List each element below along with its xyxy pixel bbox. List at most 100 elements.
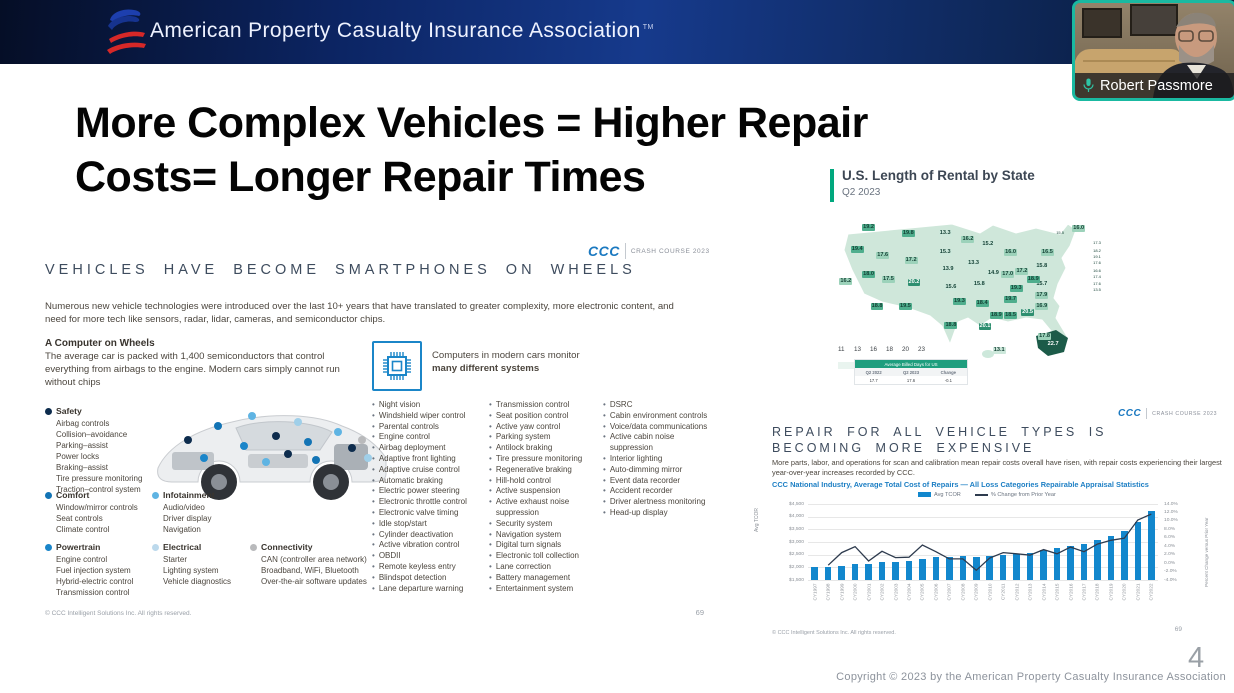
header-title: American Property Casualty Insurance Ass… bbox=[150, 19, 654, 42]
bar-CY2020 bbox=[1121, 531, 1128, 580]
x-tick-CY2011: CY2011 bbox=[1000, 583, 1006, 601]
ccc-logo-text: CCC bbox=[588, 243, 620, 259]
state-value-RI: 19.1 bbox=[1093, 253, 1101, 259]
category-title: Comfort bbox=[56, 490, 90, 500]
system-item: • Lane departure warning bbox=[372, 583, 464, 593]
x-tick-CY2016: CY2016 bbox=[1068, 583, 1073, 601]
y-tick-left: $2,500 bbox=[789, 552, 804, 558]
bar-CY2015 bbox=[1053, 548, 1061, 580]
state-value-NM: 19.5 bbox=[899, 302, 912, 310]
bar-CY2000 bbox=[851, 564, 859, 580]
x-tick-CY2000: CY2000 bbox=[852, 583, 858, 601]
chart-title: CCC National Industry, Average Total Cos… bbox=[772, 480, 1149, 489]
category-electrical: Electrical Starter Lighting system Vehicle… bbox=[152, 542, 260, 587]
system-item: • Active suspension bbox=[489, 486, 561, 496]
x-tick-CY2014: CY2014 bbox=[1041, 583, 1047, 601]
y-axis-left-title: Avg TCOR bbox=[754, 508, 760, 532]
system-item: • Transmission control bbox=[489, 400, 570, 409]
state-value-MT: 19.8 bbox=[901, 230, 915, 238]
bar-CY1998 bbox=[824, 567, 832, 580]
state-value-ID: 17.6 bbox=[876, 252, 890, 260]
ccc-slide-footer: © CCC Intelligent Solutions Inc. All rig… bbox=[45, 610, 192, 617]
y-tick-right: 8.0% bbox=[1164, 526, 1176, 532]
system-item: • Antilock braking bbox=[489, 443, 553, 453]
ccc-slide-heading: VEHICLES HAVE BECOME SMARTPHONES ON WHEE… bbox=[45, 262, 636, 278]
state-value-KY: 19.3 bbox=[1009, 285, 1023, 293]
chip-icon bbox=[372, 341, 422, 391]
state-value-CO: 20.2 bbox=[907, 279, 921, 287]
logo-divider bbox=[1146, 408, 1148, 419]
state-value-CT: 17.6 bbox=[1093, 260, 1101, 266]
state-value-LA: 20.1 bbox=[978, 323, 992, 331]
category-infotainment: Infotainment Audio/video Driver display Na… bbox=[152, 490, 260, 535]
state-value-MA: 18.2 bbox=[1093, 247, 1101, 253]
x-tick-CY2017: CY2017 bbox=[1081, 583, 1087, 601]
bar-CY2009 bbox=[973, 557, 980, 580]
y-tick-left: $4,500 bbox=[789, 501, 804, 507]
computer-on-wheels-body: The average car is packed with 1,400 sem… bbox=[45, 351, 340, 388]
bar-CY2013 bbox=[1026, 552, 1034, 580]
system-item: • Idle stop/start bbox=[372, 518, 427, 528]
system-item: • Active cabin noise suppression bbox=[603, 432, 675, 453]
category-items: Starter Lighting system Vehicle diagnostic… bbox=[163, 555, 232, 586]
slide-title-line1: More Complex Vehicles = Higher Repair bbox=[75, 99, 868, 147]
system-item: • Auto-dimming mirror bbox=[603, 464, 683, 474]
category-items: Engine control Fuel injection system Hybri… bbox=[56, 555, 134, 597]
category-title: Powertrain bbox=[56, 542, 101, 552]
y-tick-right: 0.0% bbox=[1164, 560, 1176, 566]
legend-avg-tcor: Avg TCOR bbox=[918, 492, 961, 498]
system-item: • Hill-hold control bbox=[489, 475, 551, 485]
system-item: • Electronic toll collection bbox=[489, 551, 579, 561]
category-bullet bbox=[152, 491, 159, 499]
x-tick-CY2008: CY2008 bbox=[960, 583, 966, 601]
system-item: • Electronic valve timing bbox=[372, 507, 459, 517]
bar-CY2002 bbox=[878, 562, 886, 580]
x-tick-CY2009: CY2009 bbox=[973, 583, 979, 601]
bar-CY2017 bbox=[1080, 543, 1088, 580]
bar-CY2008 bbox=[959, 556, 967, 580]
category-bullet bbox=[45, 543, 52, 551]
tcor-combo-chart: $4,500 $4,000 $3,500 $3,000 $2,500 $2,000 $1,5… bbox=[789, 502, 1178, 601]
x-tick-CY2006: CY2006 bbox=[933, 583, 939, 601]
state-value-AK: 22.7 bbox=[1046, 340, 1060, 348]
category-bullet bbox=[45, 407, 52, 415]
x-tick-CY1997: CY1997 bbox=[812, 583, 818, 601]
copyright-text: Copyright © 2023 by the American Propert… bbox=[836, 671, 1226, 683]
system-item: • Engine control bbox=[372, 432, 430, 442]
webcam-name-bar: Robert Passmore bbox=[1075, 73, 1234, 98]
bar-CY2011 bbox=[999, 554, 1007, 580]
slide-title-line2: Costs= Longer Repair Times bbox=[75, 153, 646, 202]
state-value-ND: 13.3 bbox=[938, 230, 952, 238]
system-item: • Battery management bbox=[489, 572, 571, 582]
y-axis-right-title: Percent Change versus Prior Year bbox=[1204, 517, 1209, 587]
category-items: Airbag controls Collision–avoidance Parkin… bbox=[56, 419, 143, 494]
x-tick-CY2021: CY2021 bbox=[1135, 583, 1141, 601]
state-value-VT: 15.5 bbox=[1056, 230, 1064, 236]
state-value-MD: 17.6 bbox=[1093, 280, 1101, 286]
state-value-DC: 13.5 bbox=[1093, 287, 1101, 292]
webcam-tile[interactable]: Robert Passmore bbox=[1072, 0, 1234, 101]
us-choropleth-map: 19.2 19.4 17.6 19.8 17.2 16.2 18.0 17.5 20.2 18.8… bbox=[828, 208, 1112, 366]
state-value-SC: 16.9 bbox=[1035, 302, 1049, 310]
line-swatch bbox=[974, 493, 988, 496]
presenter-name: Robert Passmore bbox=[1100, 77, 1213, 94]
bar-CY2019 bbox=[1107, 535, 1115, 580]
state-value-MS: 18.9 bbox=[989, 312, 1003, 320]
state-value-NC: 17.9 bbox=[1035, 291, 1049, 299]
chip-caption: Computers in modern cars monitor many di… bbox=[432, 350, 580, 374]
x-tick-CY2001: CY2001 bbox=[866, 583, 872, 601]
state-value-AL: 18.5 bbox=[1004, 312, 1017, 320]
state-value-AR: 18.4 bbox=[975, 299, 989, 307]
pct-change-line bbox=[827, 513, 1152, 572]
category-comfort: Comfort Window/mirror controls Seat contr… bbox=[45, 490, 153, 535]
state-value-MN: 16.2 bbox=[961, 236, 975, 244]
slide-title: More Complex Vehicles = Higher Repair Co… bbox=[75, 96, 868, 204]
bar-CY2022 bbox=[1148, 511, 1155, 580]
y-tick-left: $4,000 bbox=[789, 514, 804, 520]
systems-list-column-2: • Transmission control • Seat position cont… bbox=[489, 400, 603, 594]
repair-cost-chart-card: CCC CRASH COURSE 2023 REPAIR FOR ALL VEH… bbox=[754, 402, 1234, 644]
state-value-IL: 14.9 bbox=[987, 269, 1000, 277]
system-item: • Voice/data communications bbox=[603, 421, 708, 431]
x-tick-CY2005: CY2005 bbox=[919, 583, 925, 601]
system-item: • Active vibration control bbox=[372, 540, 460, 550]
